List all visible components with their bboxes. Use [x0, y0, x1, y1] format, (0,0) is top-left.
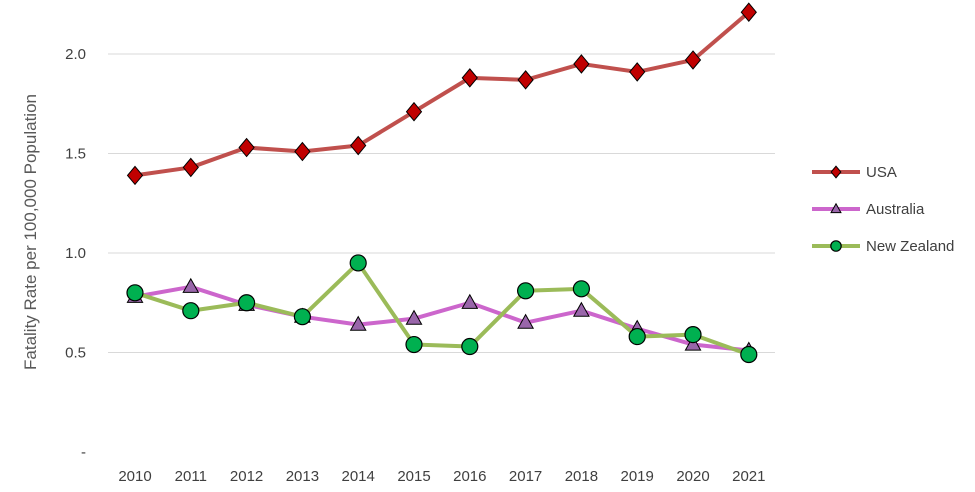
y-tick-label: 1.5 — [65, 146, 86, 163]
y-tick-label: 1.0 — [65, 245, 86, 262]
series-line — [133, 284, 751, 353]
circle-marker — [572, 280, 591, 298]
legend-label: USA — [866, 164, 897, 181]
gridlines — [108, 53, 775, 353]
x-tick-label: 2011 — [175, 468, 207, 485]
diamond-marker — [517, 70, 534, 90]
x-tick-label: 2012 — [230, 468, 263, 485]
diamond-marker — [461, 68, 478, 88]
legend-item: New Zealand — [812, 238, 954, 255]
y-tick-label: 0.5 — [65, 345, 86, 362]
circle-marker — [293, 308, 311, 326]
x-tick-label: 2019 — [621, 468, 654, 485]
triangle-marker — [517, 313, 535, 329]
series-line — [133, 10, 751, 178]
x-tick-label: 2013 — [286, 468, 319, 485]
x-tick-label: 2017 — [509, 468, 542, 485]
y-axis-ticks: - 0.5 1.0 1.5 2.0 — [65, 46, 86, 461]
circle-marker — [740, 345, 758, 364]
circle-marker — [684, 325, 702, 344]
circle-marker — [516, 282, 535, 300]
diamond-marker — [182, 157, 199, 178]
triangle-marker — [572, 301, 590, 317]
diamond-marker — [830, 165, 842, 179]
legend-item: Australia — [812, 201, 925, 218]
circle-marker — [238, 294, 256, 312]
series-group — [126, 2, 758, 364]
triangle-marker — [349, 315, 367, 331]
x-tick-label: 2018 — [565, 468, 598, 485]
series-line — [133, 260, 751, 357]
triangle-marker — [830, 202, 842, 214]
y-axis-title: Fatality Rate per 100,000 Population — [21, 94, 40, 370]
legend-label: New Zealand — [866, 238, 954, 255]
y-tick-label: 2.0 — [65, 46, 86, 63]
legend: USA Australia New Zealand — [812, 164, 954, 255]
diamond-marker — [405, 101, 423, 122]
x-tick-label: 2021 — [732, 468, 765, 485]
x-tick-label: 2015 — [397, 468, 430, 485]
legend-label: Australia — [866, 201, 925, 218]
circle-marker — [405, 335, 423, 354]
diamond-marker — [684, 50, 702, 70]
series-new-zealand — [126, 254, 758, 364]
diamond-marker — [629, 62, 646, 82]
circle-marker — [830, 240, 842, 252]
x-tick-label: 2010 — [118, 468, 151, 485]
triangle-marker — [684, 335, 702, 351]
x-tick-label: 2016 — [453, 468, 486, 485]
diamond-marker — [294, 141, 311, 162]
triangle-marker — [182, 277, 200, 293]
circle-marker — [349, 254, 367, 272]
series-usa — [126, 2, 757, 186]
triangle-marker — [461, 293, 479, 309]
y-tick-label: - — [81, 444, 86, 461]
circle-marker — [461, 337, 479, 356]
diamond-marker — [573, 54, 590, 74]
diamond-marker — [740, 2, 757, 22]
circle-marker — [182, 302, 200, 320]
circle-marker — [628, 327, 646, 346]
x-tick-label: 2014 — [342, 468, 375, 485]
legend-item: USA — [812, 164, 897, 181]
circle-marker — [126, 284, 144, 302]
diamond-marker — [350, 135, 367, 156]
x-axis-ticks: 2010 2011 2012 2013 2014 2015 2016 2017 2018 2019… — [118, 468, 765, 485]
triangle-marker — [405, 309, 423, 325]
x-tick-label: 2020 — [676, 468, 709, 485]
diamond-marker — [238, 137, 255, 158]
diamond-marker — [126, 165, 144, 186]
